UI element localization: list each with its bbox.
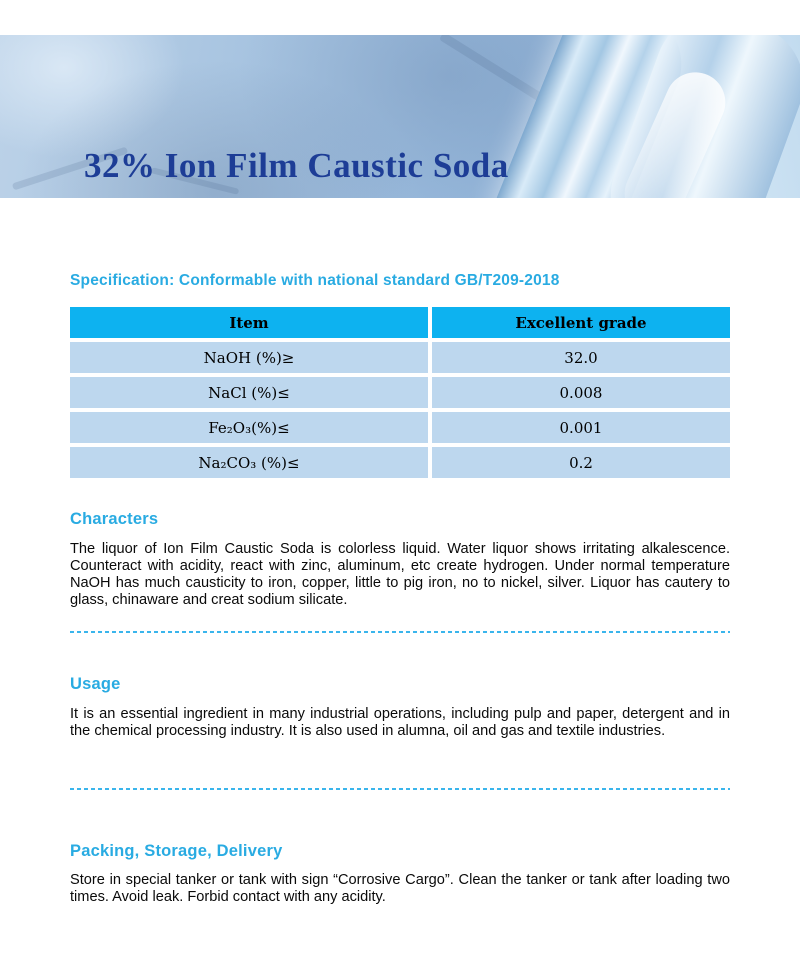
dashed-divider <box>70 788 730 790</box>
section-heading-usage: Usage <box>70 675 121 693</box>
section-heading-characters: Characters <box>70 510 159 528</box>
page-title: 32% Ion Film Caustic Soda <box>84 146 509 185</box>
specification-heading: Specification: Conformable with national… <box>70 272 560 289</box>
table-cell-value: 0.2 <box>432 447 730 478</box>
page-content: Specification: Conformable with national… <box>0 198 800 906</box>
usage-paragraph: It is an essential ingredient in many in… <box>70 706 730 739</box>
packing-paragraph: Store in special tanker or tank with sig… <box>70 872 730 905</box>
header-banner: 32% Ion Film Caustic Soda <box>0 35 800 198</box>
table-cell-value: 32.0 <box>432 342 730 373</box>
table-cell-value: 0.001 <box>432 412 730 443</box>
table-cell-item: Na₂CO₃ (%)≤ <box>70 447 428 478</box>
table-header-excellent-grade: Excellent grade <box>432 307 730 338</box>
table-cell-item: NaOH (%)≥ <box>70 342 428 373</box>
section-heading-packing-storage-delivery: Packing, Storage, Delivery <box>70 842 283 860</box>
table-cell-item: Fe₂O₃(%)≤ <box>70 412 428 443</box>
characters-paragraph: The liquor of Ion Film Caustic Soda is c… <box>70 541 730 608</box>
water-glass-photo <box>470 35 800 198</box>
dashed-divider <box>70 631 730 633</box>
table-header-item: Item <box>70 307 428 338</box>
table-cell-item: NaCl (%)≤ <box>70 377 428 408</box>
table-cell-value: 0.008 <box>432 377 730 408</box>
specification-table: Item Excellent grade NaOH (%)≥ 32.0 NaCl… <box>70 307 730 478</box>
